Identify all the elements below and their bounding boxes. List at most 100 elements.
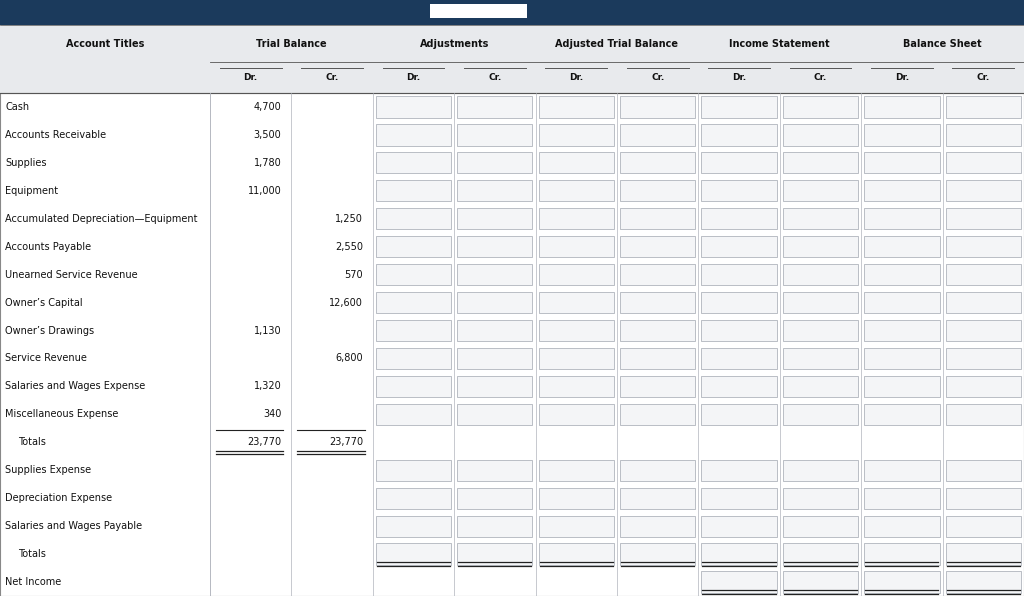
- Bar: [457, 208, 532, 229]
- Bar: [621, 320, 695, 341]
- Bar: [864, 516, 940, 537]
- Text: 11,000: 11,000: [248, 186, 282, 196]
- Text: Miscellaneous Expense: Miscellaneous Expense: [5, 409, 119, 420]
- Bar: [864, 376, 940, 397]
- Bar: [701, 516, 776, 537]
- Bar: [782, 460, 858, 481]
- Bar: [782, 152, 858, 173]
- Bar: [864, 488, 940, 509]
- Text: Supplies Expense: Supplies Expense: [5, 465, 91, 475]
- Bar: [621, 97, 695, 117]
- Bar: [946, 264, 1021, 285]
- Bar: [864, 125, 940, 145]
- Bar: [457, 180, 532, 201]
- Bar: [457, 460, 532, 481]
- Text: 1,250: 1,250: [335, 214, 362, 224]
- Bar: [946, 125, 1021, 145]
- Bar: [701, 376, 776, 397]
- Text: Accumulated Depreciation—Equipment: Accumulated Depreciation—Equipment: [5, 214, 198, 224]
- Text: Dr.: Dr.: [895, 73, 909, 82]
- Text: 12,600: 12,600: [329, 297, 362, 308]
- Bar: [0, 25, 1024, 93]
- Bar: [457, 236, 532, 257]
- Text: Cr.: Cr.: [814, 73, 827, 82]
- Bar: [621, 460, 695, 481]
- Text: Equipment: Equipment: [5, 186, 58, 196]
- Bar: [701, 460, 776, 481]
- Bar: [782, 125, 858, 145]
- Bar: [864, 403, 940, 425]
- Bar: [539, 320, 614, 341]
- Bar: [701, 180, 776, 201]
- Bar: [864, 572, 940, 592]
- Bar: [0, 0, 1024, 25]
- Bar: [376, 488, 451, 509]
- Bar: [782, 488, 858, 509]
- Bar: [782, 236, 858, 257]
- Bar: [539, 208, 614, 229]
- Text: 2,550: 2,550: [335, 241, 362, 252]
- Text: Service Revenue: Service Revenue: [5, 353, 87, 364]
- Bar: [539, 97, 614, 117]
- Text: 570: 570: [344, 269, 362, 280]
- Bar: [864, 348, 940, 369]
- Bar: [701, 97, 776, 117]
- Bar: [864, 208, 940, 229]
- Text: 1,130: 1,130: [254, 325, 282, 336]
- Text: Accounts Receivable: Accounts Receivable: [5, 130, 106, 140]
- Bar: [782, 348, 858, 369]
- Bar: [864, 152, 940, 173]
- Bar: [376, 97, 451, 117]
- Bar: [539, 488, 614, 509]
- Bar: [701, 125, 776, 145]
- Text: Adjustments: Adjustments: [420, 39, 488, 48]
- Bar: [457, 488, 532, 509]
- Bar: [539, 292, 614, 313]
- Bar: [376, 208, 451, 229]
- Text: Income Statement: Income Statement: [729, 39, 830, 48]
- Text: Net Income: Net Income: [5, 577, 61, 587]
- Text: Cash: Cash: [5, 102, 30, 112]
- Bar: [946, 376, 1021, 397]
- Text: 340: 340: [263, 409, 282, 420]
- Bar: [782, 292, 858, 313]
- Bar: [457, 97, 532, 117]
- Bar: [621, 208, 695, 229]
- Bar: [457, 348, 532, 369]
- Text: Dr.: Dr.: [244, 73, 258, 82]
- Bar: [539, 516, 614, 537]
- Bar: [457, 264, 532, 285]
- Bar: [539, 236, 614, 257]
- Text: Accounts Payable: Accounts Payable: [5, 241, 91, 252]
- Bar: [946, 544, 1021, 564]
- Bar: [864, 236, 940, 257]
- Text: Dr.: Dr.: [569, 73, 584, 82]
- Bar: [782, 572, 858, 592]
- Bar: [376, 320, 451, 341]
- Bar: [946, 516, 1021, 537]
- Bar: [539, 180, 614, 201]
- Text: Cr.: Cr.: [651, 73, 665, 82]
- Bar: [946, 152, 1021, 173]
- Bar: [782, 208, 858, 229]
- Bar: [946, 292, 1021, 313]
- Bar: [701, 403, 776, 425]
- Bar: [621, 125, 695, 145]
- Text: 1,320: 1,320: [254, 381, 282, 392]
- Bar: [376, 376, 451, 397]
- Bar: [539, 403, 614, 425]
- Bar: [376, 292, 451, 313]
- Bar: [701, 264, 776, 285]
- Bar: [621, 180, 695, 201]
- Text: 23,770: 23,770: [329, 437, 362, 448]
- Bar: [701, 152, 776, 173]
- Text: Cr.: Cr.: [977, 73, 990, 82]
- Bar: [782, 97, 858, 117]
- Text: Trial Balance: Trial Balance: [256, 39, 327, 48]
- Bar: [457, 403, 532, 425]
- Bar: [457, 544, 532, 564]
- Bar: [376, 264, 451, 285]
- Bar: [701, 572, 776, 592]
- Bar: [376, 125, 451, 145]
- Bar: [701, 208, 776, 229]
